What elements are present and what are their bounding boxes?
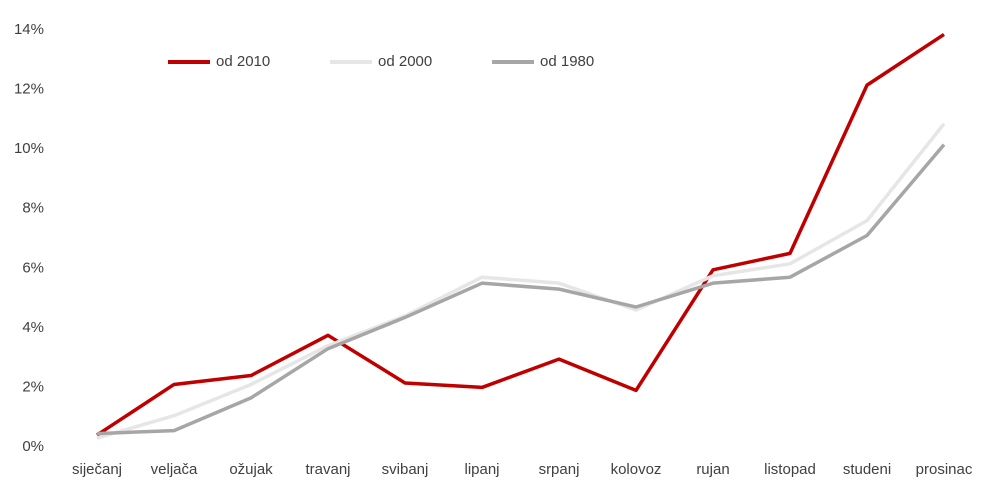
y-tick-label: 12% (14, 81, 44, 98)
series-line (96, 143, 946, 436)
y-tick-label: 10% (14, 140, 44, 157)
x-tick-label: rujan (696, 461, 729, 478)
series-line (96, 122, 946, 440)
x-tick-label: listopad (764, 461, 816, 478)
x-tick-label: siječanj (72, 461, 122, 478)
x-tick-label: ožujak (229, 461, 273, 478)
x-tick-label: lipanj (464, 461, 499, 478)
y-tick-label: 8% (22, 200, 44, 217)
x-tick-label: prosinac (916, 461, 973, 478)
y-tick-label: 0% (22, 438, 44, 455)
y-tick-label: 6% (22, 259, 44, 276)
x-tick-label: veljača (151, 461, 198, 478)
x-tick-label: srpanj (539, 461, 580, 478)
legend-label: od 2000 (378, 53, 432, 70)
y-tick-label: 4% (22, 319, 44, 336)
y-tick-label: 14% (14, 21, 44, 38)
y-tick-label: 2% (22, 378, 44, 395)
legend-label: od 1980 (540, 53, 594, 70)
x-tick-label: studeni (843, 461, 891, 478)
x-tick-label: kolovoz (611, 461, 662, 478)
series-line (96, 33, 945, 437)
x-tick-label: svibanj (382, 461, 429, 478)
legend-label: od 2010 (216, 53, 270, 70)
x-tick-label: travanj (305, 461, 350, 478)
